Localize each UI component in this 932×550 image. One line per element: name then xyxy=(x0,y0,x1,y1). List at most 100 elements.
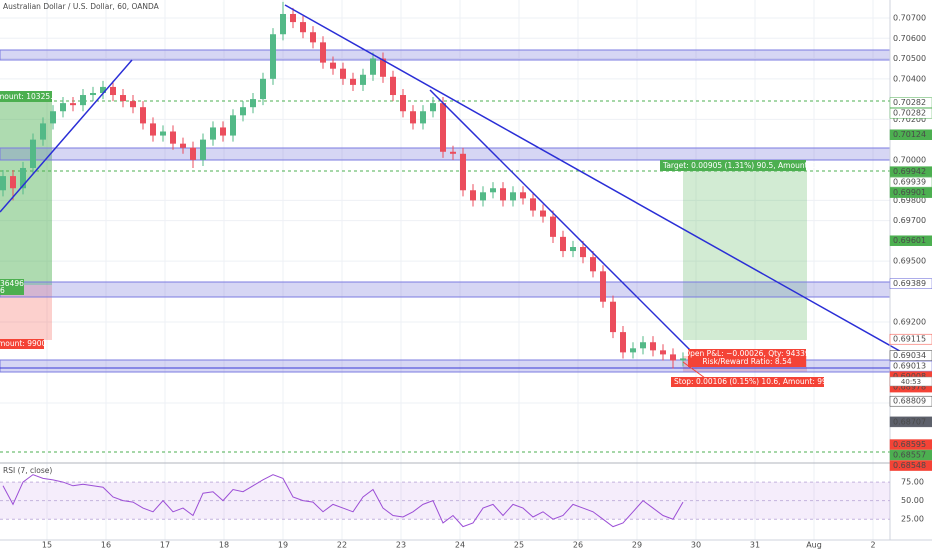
price-label-box xyxy=(889,176,932,188)
x-tick-label: 31 xyxy=(750,541,760,550)
price-label-box xyxy=(889,97,932,108)
candle-body xyxy=(20,167,26,189)
y-tick-label: 0.70200 xyxy=(893,115,926,124)
candle-body xyxy=(0,176,6,191)
trendline xyxy=(284,4,931,369)
price-label: 0.68595 xyxy=(893,440,926,449)
candle-body xyxy=(570,247,576,252)
candle-body xyxy=(530,198,536,211)
x-tick-label: 26 xyxy=(573,541,583,550)
price-label-box xyxy=(889,460,932,471)
candle-body xyxy=(420,111,426,124)
candle-body xyxy=(50,111,56,124)
candle-body xyxy=(260,78,266,100)
candle-body xyxy=(120,95,126,102)
candle-body xyxy=(340,68,346,79)
candle-body xyxy=(470,190,476,201)
y-tick-label: 0.70600 xyxy=(893,34,926,43)
candle-body xyxy=(270,34,276,79)
candle-body xyxy=(350,78,356,85)
y-tick-label: 0.70000 xyxy=(893,155,926,164)
price-label-box xyxy=(889,416,932,428)
chart-title: Australian Dollar / U.S. Dollar, 60, OAN… xyxy=(3,2,160,11)
candle-body xyxy=(70,103,76,106)
left-qty-box xyxy=(0,279,24,295)
y-tick-label: 0.69800 xyxy=(893,196,926,205)
candle-body xyxy=(290,13,296,23)
candle-body xyxy=(460,153,466,191)
left-amount-label: mount: 10325.91 xyxy=(0,92,62,101)
x-tick-label: Aug xyxy=(806,541,822,550)
candle-body xyxy=(190,147,196,160)
candle-body xyxy=(220,127,226,136)
countdown-box xyxy=(889,376,932,387)
pnl-label-box xyxy=(688,349,806,367)
candle-body xyxy=(600,271,606,302)
candle-body xyxy=(140,107,146,124)
candle-body xyxy=(310,32,316,43)
candle-body xyxy=(150,123,156,136)
axes: 0.70700 0.70600 0.70500 0.70400 0.70200 0.700… xyxy=(42,14,932,550)
candle-body xyxy=(60,103,66,112)
rsi-tick-label: 75.00 xyxy=(901,478,924,487)
candle-body xyxy=(390,76,396,96)
candle-body xyxy=(490,188,496,193)
price-label: 0.69034 xyxy=(893,351,926,360)
candle-body xyxy=(30,139,36,168)
rsi-line xyxy=(2,474,684,528)
price-label-box xyxy=(889,278,932,289)
left-stop-box xyxy=(0,339,44,349)
price-label-box xyxy=(889,107,932,119)
candle-body xyxy=(330,62,336,69)
stop-label: Stop: 0.00106 (0.15%) 10.6, Amount: 9900 xyxy=(674,377,837,386)
left-target-zone xyxy=(0,92,52,285)
candle-body xyxy=(680,358,686,361)
candle-body xyxy=(440,103,446,152)
candle-body xyxy=(80,95,86,106)
price-label: 0.69942 xyxy=(893,167,926,176)
candle-body xyxy=(650,342,656,351)
price-label: 0.70282 xyxy=(893,98,926,107)
left-qty-label: 36496 xyxy=(0,279,24,288)
y-tick-label: 0.70400 xyxy=(893,74,926,83)
x-tick-label: 16 xyxy=(101,541,111,550)
zone-band xyxy=(0,281,891,298)
candle-body xyxy=(160,131,166,136)
rsi-tick-label: 25.00 xyxy=(901,515,924,524)
x-tick-label: 29 xyxy=(632,541,642,550)
candle-body xyxy=(560,236,566,252)
candle-body xyxy=(450,151,456,154)
candle-body xyxy=(130,101,136,108)
price-label-box xyxy=(889,235,932,246)
candle-body xyxy=(400,95,406,112)
price-label-box xyxy=(889,129,932,140)
pnl-label: Open P&L: −0.00026, Qty: 94339 xyxy=(684,349,810,358)
candle-body xyxy=(510,192,516,201)
price-label-box xyxy=(889,395,932,407)
candle-body xyxy=(610,301,616,333)
x-tick-label: 2 xyxy=(870,541,875,550)
candle-body xyxy=(240,107,246,116)
candle-body xyxy=(590,257,596,272)
target-label: Target: 0.00905 (1.31%) 90.5, Amount: 10… xyxy=(662,161,848,170)
candle-body xyxy=(90,93,96,96)
x-tick-label: 23 xyxy=(396,541,406,550)
price-label: 0.69115 xyxy=(893,335,926,344)
price-label: 0.69389 xyxy=(893,279,926,288)
x-tick-label: 24 xyxy=(455,541,465,550)
stop-label-box xyxy=(671,377,824,387)
x-tick-label: 18 xyxy=(219,541,229,550)
price-label-box xyxy=(889,333,932,345)
candle-body xyxy=(540,210,546,217)
price-label-box xyxy=(889,350,932,361)
risk-reward-label: Risk/Reward Ratio: 8.54 xyxy=(702,357,791,366)
candle-body xyxy=(300,22,306,33)
candle-body xyxy=(620,332,626,353)
candle-body xyxy=(40,123,46,140)
candle-body xyxy=(640,342,646,349)
x-tick-label: 25 xyxy=(514,541,524,550)
left-amount-box xyxy=(0,91,52,102)
candle-body xyxy=(200,139,206,160)
candle-body xyxy=(10,176,16,189)
